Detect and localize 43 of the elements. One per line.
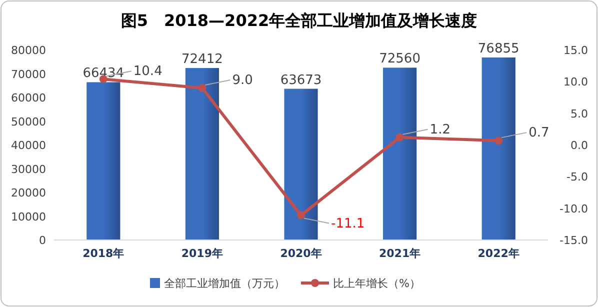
bar <box>284 88 318 240</box>
y-tick-label: 50000 <box>11 115 46 128</box>
data-label: 72560 <box>379 52 420 67</box>
data-label: 1.2 <box>430 122 450 138</box>
point <box>198 84 206 92</box>
y-tick-label: 40000 <box>11 139 46 152</box>
y-tick-label: 30000 <box>11 162 46 176</box>
data-label: 76855 <box>478 41 520 56</box>
point <box>396 133 404 142</box>
legend-label: 比上年增长（%） <box>333 277 420 290</box>
bar <box>185 68 219 240</box>
y2-tick-label: 10.0 <box>564 76 588 89</box>
bar <box>482 57 516 240</box>
data-label: 10.4 <box>133 64 162 80</box>
chart-title: 图5 2018—2022年全部工业增加值及增长速度 <box>120 11 478 30</box>
y2-tick-label: -10.0 <box>560 202 588 216</box>
data-label: 9.0 <box>232 73 253 88</box>
data-label: -11.1 <box>331 216 365 232</box>
point <box>494 136 503 145</box>
y2-tick-label: -15.0 <box>560 234 588 247</box>
x-tick-label: 2019年 <box>181 247 224 260</box>
data-label: 72412 <box>182 52 223 68</box>
y-tick-label: 20000 <box>11 186 46 200</box>
data-label: 63673 <box>280 72 322 88</box>
x-tick-label: 2021年 <box>378 247 421 260</box>
x-tick-label: 2020年 <box>280 247 322 260</box>
y2-tick-label: 0.0 <box>570 139 588 152</box>
legend-label: 全部工业增加值（万元） <box>164 277 285 290</box>
y2-tick-label: 15.0 <box>564 44 588 57</box>
x-tick-label: 2022年 <box>478 247 520 260</box>
data-label: 0.7 <box>528 126 550 141</box>
y2-tick-label: 5.0 <box>570 107 588 120</box>
y-tick-label: 60000 <box>11 92 46 104</box>
data-label: 66434 <box>82 66 124 82</box>
y-tick-label: 10000 <box>11 210 46 224</box>
bar <box>86 82 120 240</box>
y-tick-label: 70000 <box>11 68 46 81</box>
bar <box>383 68 417 240</box>
y-tick-label: 0 <box>39 234 46 247</box>
point <box>297 211 305 220</box>
y2-tick-label: -5.0 <box>566 170 588 184</box>
y-tick-label: 80000 <box>11 44 46 57</box>
x-tick-label: 2018年 <box>82 247 124 260</box>
